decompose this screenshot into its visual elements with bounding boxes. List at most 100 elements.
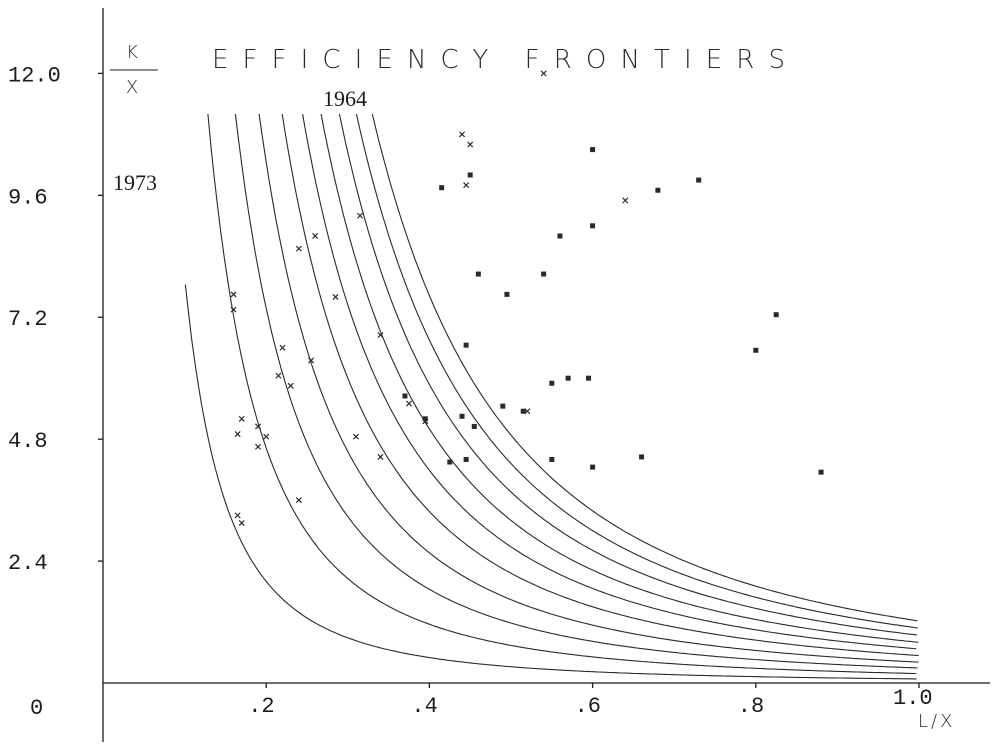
y-tick-label: 9.6 <box>8 185 48 210</box>
square-point <box>463 456 469 462</box>
cross-point <box>230 306 237 313</box>
square-point <box>773 312 779 318</box>
square-point <box>475 271 481 277</box>
square-point <box>422 416 428 422</box>
cross-stroke <box>467 141 474 148</box>
frontier-curve-3 <box>234 113 918 669</box>
cross-stroke <box>255 423 262 430</box>
cross-point <box>357 212 364 219</box>
square-point <box>753 347 759 353</box>
cross-point <box>377 331 384 339</box>
cross-point <box>295 245 302 252</box>
square-point <box>459 413 465 419</box>
cross-point <box>234 512 241 519</box>
y-tick-label: 7.2 <box>8 307 48 332</box>
frontier-curve-2 <box>207 113 917 675</box>
annotation-1973: 1973 <box>113 170 157 195</box>
square-point <box>471 423 477 429</box>
cross-point <box>263 433 270 440</box>
square-point <box>500 403 506 409</box>
frontier-curve-8 <box>338 113 918 636</box>
cross-stroke <box>230 306 237 313</box>
x-tick-label: .2 <box>248 694 274 719</box>
frontier-curve-6 <box>302 113 917 650</box>
cross-point <box>332 293 339 300</box>
square-point <box>818 469 824 475</box>
x-tick-label: .8 <box>738 694 764 719</box>
cross-point <box>463 182 470 189</box>
y-axis-label-denominator: X <box>126 77 138 98</box>
frontier-curve-1 <box>184 284 917 680</box>
square-point <box>504 291 510 297</box>
cross-stroke <box>279 344 286 351</box>
cross-point <box>312 232 319 239</box>
cross-point <box>279 344 286 351</box>
cross-point <box>255 423 262 430</box>
cross-point <box>308 357 315 364</box>
cross-point <box>377 453 384 460</box>
frontier-curve-9 <box>355 113 918 629</box>
x-tick-label: 0 <box>30 696 43 721</box>
cross-point <box>295 497 302 504</box>
square-point <box>639 454 645 460</box>
cross-stroke <box>540 70 547 77</box>
x-tick-label: .4 <box>411 694 437 719</box>
cross-stroke <box>377 331 384 339</box>
cross-point <box>234 431 241 438</box>
cross-point <box>405 400 413 407</box>
x-tick-label: 1.0 <box>893 686 933 711</box>
cross-stroke <box>234 431 241 438</box>
frontier-curve-10 <box>371 113 918 622</box>
square-point <box>590 223 596 229</box>
cross-stroke <box>238 519 245 527</box>
cross-point <box>540 70 547 77</box>
frontier-curve-4 <box>258 113 919 663</box>
cross-stroke <box>308 357 315 364</box>
cross-stroke <box>234 512 241 519</box>
square-point <box>565 375 571 381</box>
square-point <box>520 408 526 414</box>
cross-stroke <box>312 232 319 239</box>
cross-stroke <box>295 497 302 504</box>
square-point <box>439 185 445 191</box>
cross-stroke <box>622 197 629 204</box>
cross-stroke <box>275 372 282 379</box>
cross-stroke <box>357 212 364 219</box>
scatter-points <box>230 70 824 527</box>
cross-stroke <box>263 433 270 440</box>
cross-stroke <box>405 400 413 407</box>
annotation-1964: 1964 <box>323 86 367 111</box>
square-point <box>463 342 469 348</box>
square-point <box>590 464 596 470</box>
square-point <box>696 177 702 183</box>
cross-stroke <box>332 293 339 300</box>
x-tick-label: .6 <box>575 694 601 719</box>
y-tick-label: 12.0 <box>8 63 61 88</box>
cross-stroke <box>230 291 237 298</box>
chart-title: EFFICIENCY FRONTIERS <box>212 45 790 75</box>
cross-stroke <box>255 443 262 450</box>
cross-stroke <box>287 382 294 389</box>
y-axis-label-numerator: K <box>126 42 138 63</box>
cross-stroke <box>463 182 470 189</box>
cross-stroke <box>377 453 384 460</box>
cross-stroke <box>295 245 302 252</box>
square-point <box>557 233 563 239</box>
cross-stroke <box>238 415 245 422</box>
cross-point <box>467 141 474 148</box>
cross-point <box>230 291 237 298</box>
square-point <box>447 459 453 465</box>
frontier-curves <box>184 113 919 680</box>
cross-point <box>238 519 245 527</box>
square-point <box>549 456 555 462</box>
square-point <box>402 393 408 399</box>
square-point <box>586 375 592 381</box>
square-point <box>541 271 547 277</box>
ticks: 2.4 4.8 7.2 9.6 12.0 0 .2 .4 .6 .8 1.0 <box>8 63 933 721</box>
cross-point <box>352 433 359 440</box>
cross-stroke <box>459 131 466 138</box>
axes <box>102 8 990 742</box>
cross-point <box>622 197 629 204</box>
